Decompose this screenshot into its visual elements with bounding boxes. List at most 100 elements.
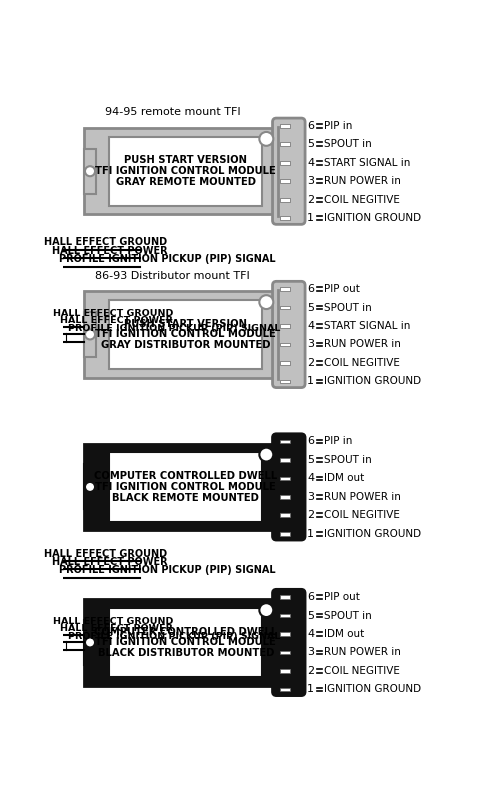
Bar — [280, 180, 290, 184]
Text: PROFILE IGNITION PICKUP (PIP) SIGNAL: PROFILE IGNITION PICKUP (PIP) SIGNAL — [68, 632, 280, 641]
Text: 4: 4 — [307, 158, 314, 168]
Bar — [280, 287, 290, 291]
Text: 1: 1 — [307, 685, 314, 694]
FancyBboxPatch shape — [272, 590, 305, 696]
Bar — [280, 380, 290, 383]
Bar — [280, 124, 290, 128]
Text: 6: 6 — [307, 284, 314, 294]
Text: BLACK REMOTE MOUNTED: BLACK REMOTE MOUNTED — [112, 492, 259, 503]
Bar — [280, 632, 290, 636]
Bar — [280, 216, 290, 220]
FancyBboxPatch shape — [272, 118, 305, 224]
Text: COIL NEGITIVE: COIL NEGITIVE — [324, 511, 400, 520]
Text: 3: 3 — [307, 647, 314, 658]
Bar — [109, 136, 262, 206]
Bar — [275, 440, 281, 534]
Bar — [84, 312, 96, 357]
Text: 2: 2 — [307, 666, 314, 676]
Text: 3: 3 — [307, 176, 314, 186]
Text: 4: 4 — [307, 473, 314, 484]
Text: IDM out: IDM out — [324, 473, 364, 484]
Text: COMPUTER CONTROLLED DWELL: COMPUTER CONTROLLED DWELL — [94, 626, 278, 637]
Text: 5: 5 — [307, 302, 314, 313]
Bar — [84, 148, 96, 194]
Text: PIP out: PIP out — [324, 284, 360, 294]
Text: BLACK DISTRIBUTOR MOUNTED: BLACK DISTRIBUTOR MOUNTED — [98, 648, 274, 658]
Bar — [84, 620, 96, 665]
Text: HALL EFFECT GROUND: HALL EFFECT GROUND — [44, 238, 167, 247]
Text: RUN POWER in: RUN POWER in — [324, 176, 400, 186]
Text: HALL EFFECT GROUND: HALL EFFECT GROUND — [53, 309, 174, 318]
Text: IDM out: IDM out — [324, 629, 364, 639]
Text: 6: 6 — [307, 592, 314, 602]
Text: RUN POWER in: RUN POWER in — [324, 647, 400, 658]
Text: COMPUTER CONTROLLED DWELL: COMPUTER CONTROLLED DWELL — [94, 471, 278, 481]
Bar — [275, 595, 281, 689]
Bar — [280, 513, 290, 517]
Bar — [280, 688, 290, 691]
Text: PUSH START VERSION: PUSH START VERSION — [124, 156, 247, 165]
Bar — [280, 361, 290, 365]
Text: 1: 1 — [307, 213, 314, 223]
FancyBboxPatch shape — [272, 434, 305, 540]
Bar — [280, 476, 290, 480]
Text: TFI IGNITION CONTROL MODULE: TFI IGNITION CONTROL MODULE — [96, 638, 276, 647]
Text: PROFILE IGNITION PICKUP (PIP) SIGNAL: PROFILE IGNITION PICKUP (PIP) SIGNAL — [68, 324, 280, 333]
Text: 5: 5 — [307, 455, 314, 465]
Text: 2: 2 — [307, 511, 314, 520]
Text: 1: 1 — [307, 529, 314, 539]
Text: SPOUT in: SPOUT in — [324, 302, 372, 313]
Circle shape — [260, 448, 274, 461]
Text: HALL EFFECT GROUND: HALL EFFECT GROUND — [53, 617, 174, 626]
Text: TFI IGNITION CONTROL MODULE: TFI IGNITION CONTROL MODULE — [96, 330, 276, 339]
Bar — [109, 452, 262, 522]
Bar — [84, 444, 276, 530]
FancyBboxPatch shape — [272, 282, 305, 388]
Text: SPOUT in: SPOUT in — [324, 455, 372, 465]
Text: START SIGNAL in: START SIGNAL in — [324, 321, 410, 331]
Text: HALL EFFECT GROUND: HALL EFFECT GROUND — [44, 548, 167, 559]
Text: SPOUT in: SPOUT in — [324, 140, 372, 149]
Bar — [109, 300, 262, 369]
Bar — [280, 669, 290, 673]
Text: 1: 1 — [307, 377, 314, 386]
Text: IGNITION GROUND: IGNITION GROUND — [324, 377, 421, 386]
Text: PROFILE IGNITION PICKUP (PIP) SIGNAL: PROFILE IGNITION PICKUP (PIP) SIGNAL — [60, 255, 276, 264]
Text: IGNITION GROUND: IGNITION GROUND — [324, 685, 421, 694]
Text: HALL EFFECT POWER: HALL EFFECT POWER — [52, 246, 168, 256]
Text: 2: 2 — [307, 195, 314, 205]
Text: RUN POWER in: RUN POWER in — [324, 492, 400, 502]
Text: 6: 6 — [307, 120, 314, 131]
Text: COIL NEGITIVE: COIL NEGITIVE — [324, 358, 400, 368]
Text: 6: 6 — [307, 437, 314, 447]
Text: 5: 5 — [307, 610, 314, 621]
Bar — [280, 495, 290, 499]
Text: 5: 5 — [307, 140, 314, 149]
Text: HALL EFFECT POWER: HALL EFFECT POWER — [60, 624, 173, 634]
Text: GRAY REMOTE MOUNTED: GRAY REMOTE MOUNTED — [116, 177, 256, 187]
Text: PIP out: PIP out — [324, 592, 360, 602]
Bar — [280, 440, 290, 444]
Circle shape — [260, 132, 274, 146]
Text: 3: 3 — [307, 492, 314, 502]
Bar — [275, 287, 281, 381]
Text: START SIGNAL in: START SIGNAL in — [324, 158, 410, 168]
Circle shape — [85, 638, 95, 647]
Bar — [280, 614, 290, 618]
Text: 4: 4 — [307, 629, 314, 639]
Circle shape — [260, 603, 274, 617]
Text: HALL EFFECT POWER: HALL EFFECT POWER — [52, 557, 168, 567]
Bar — [84, 599, 276, 685]
Text: HALL EFFECT POWER: HALL EFFECT POWER — [60, 316, 173, 326]
Text: 3: 3 — [307, 339, 314, 350]
Text: PIP in: PIP in — [324, 437, 352, 447]
Bar — [280, 198, 290, 202]
Text: PROFILE IGNITION PICKUP (PIP) SIGNAL: PROFILE IGNITION PICKUP (PIP) SIGNAL — [60, 566, 276, 575]
Text: 86-93 Distributor mount TFI: 86-93 Distributor mount TFI — [95, 271, 250, 281]
Circle shape — [85, 166, 95, 176]
Text: IGNITION GROUND: IGNITION GROUND — [324, 529, 421, 539]
Bar — [280, 306, 290, 310]
Bar — [84, 128, 276, 215]
Bar — [280, 142, 290, 146]
Bar — [280, 324, 290, 328]
